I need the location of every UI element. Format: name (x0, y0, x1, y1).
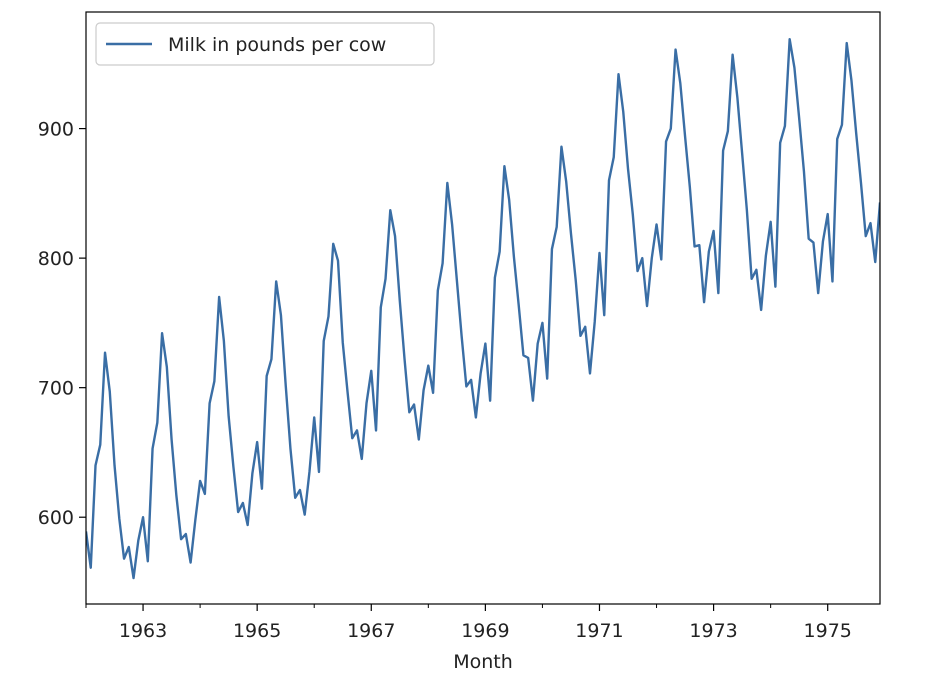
x-tick-label: 1967 (347, 620, 395, 642)
axis-ticks: 600 700 800 900 1963 1965 1967 1969 1971 1973 1975 (38, 119, 852, 642)
plot-frame (85, 11, 881, 605)
y-tick-label: 800 (38, 248, 74, 270)
y-tick-label: 600 (38, 507, 74, 529)
plot-area (86, 38, 880, 580)
x-tick-label: 1971 (575, 620, 623, 642)
y-tick-label: 900 (38, 119, 74, 141)
x-tick-label: 1975 (804, 620, 852, 642)
legend-box (95, 22, 435, 66)
legend-label-milk: Milk in pounds per cow (168, 34, 386, 56)
x-tick-label: 1965 (233, 620, 281, 642)
x-tick-label: 1963 (119, 620, 167, 642)
y-tick-label: 700 (38, 378, 74, 400)
x-tick-label: 1969 (461, 620, 509, 642)
legend: Milk in pounds per cow (95, 22, 435, 66)
series-line-milk (86, 38, 880, 580)
x-axis-title: Month (453, 651, 513, 673)
x-tick-label: 1973 (689, 620, 737, 642)
